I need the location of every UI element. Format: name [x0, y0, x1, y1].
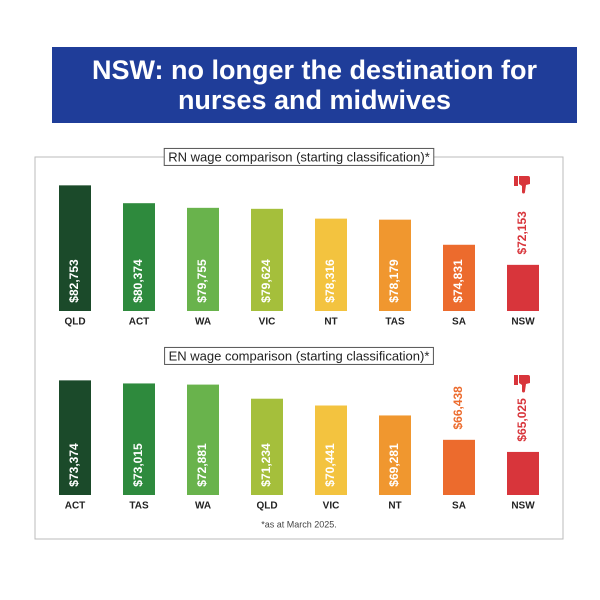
value-label: $72,153	[515, 211, 529, 255]
bar	[251, 208, 283, 311]
bar	[443, 244, 475, 311]
x-tick-label: VIC	[259, 317, 276, 328]
value-label: $78,179	[387, 259, 401, 303]
x-tick-label: WA	[195, 317, 211, 328]
icon-part	[519, 375, 530, 393]
value-label: $74,831	[451, 259, 465, 303]
value-label: $66,438	[451, 386, 465, 430]
value-label: $80,374	[131, 259, 145, 303]
x-tick-label: QLD	[64, 317, 85, 328]
x-tick-label: NT	[324, 317, 337, 328]
value-label: $69,281	[387, 443, 401, 487]
value-label: $73,015	[131, 443, 145, 487]
chart-subtitle: RN wage comparison (starting classificat…	[168, 149, 430, 164]
bar	[507, 451, 539, 495]
value-label: $73,374	[67, 443, 81, 487]
icon-part	[514, 375, 518, 385]
value-label: $79,624	[259, 259, 273, 303]
value-label: $65,025	[515, 398, 529, 442]
x-tick-label: WA	[195, 501, 211, 512]
x-tick-label: QLD	[256, 501, 277, 512]
x-tick-label: TAS	[129, 501, 149, 512]
footnote: *as at March 2025.	[261, 519, 337, 529]
chart-subtitle: EN wage comparison (starting classificat…	[169, 348, 430, 363]
subtitle-box	[164, 346, 434, 365]
icon-part	[519, 176, 530, 194]
subtitle-box	[163, 147, 435, 166]
x-tick-label: TAS	[385, 317, 405, 328]
x-tick-label: SA	[452, 317, 466, 328]
bar	[379, 219, 411, 311]
x-tick-label: NT	[388, 501, 401, 512]
x-tick-label: SA	[452, 501, 466, 512]
x-tick-label: NSW	[511, 317, 535, 328]
bar	[507, 264, 539, 311]
header: NSW: no longer the destination for nurse…	[52, 47, 577, 123]
x-tick-label: ACT	[129, 317, 150, 328]
bar	[443, 439, 475, 495]
bar	[187, 207, 219, 311]
bar	[187, 384, 219, 495]
x-tick-label: ACT	[65, 501, 86, 512]
x-tick-label: VIC	[323, 501, 340, 512]
x-tick-label: NSW	[511, 501, 535, 512]
value-label: $72,881	[195, 443, 209, 487]
page-title: NSW: no longer the destination for nurse…	[92, 55, 537, 115]
bar	[59, 380, 91, 495]
bar	[315, 405, 347, 495]
value-label: $82,753	[67, 259, 81, 303]
value-label: $71,234	[259, 443, 273, 487]
bar	[59, 185, 91, 311]
thumbs-down-icon	[514, 375, 530, 393]
bar	[123, 203, 155, 311]
bar	[123, 383, 155, 495]
bar	[315, 218, 347, 311]
bar	[251, 398, 283, 495]
icon-part	[514, 176, 518, 186]
value-label: $79,755	[195, 259, 209, 303]
thumbs-down-icon	[514, 176, 530, 194]
value-label: $70,441	[323, 443, 337, 487]
value-label: $78,316	[323, 259, 337, 303]
bar	[379, 415, 411, 495]
